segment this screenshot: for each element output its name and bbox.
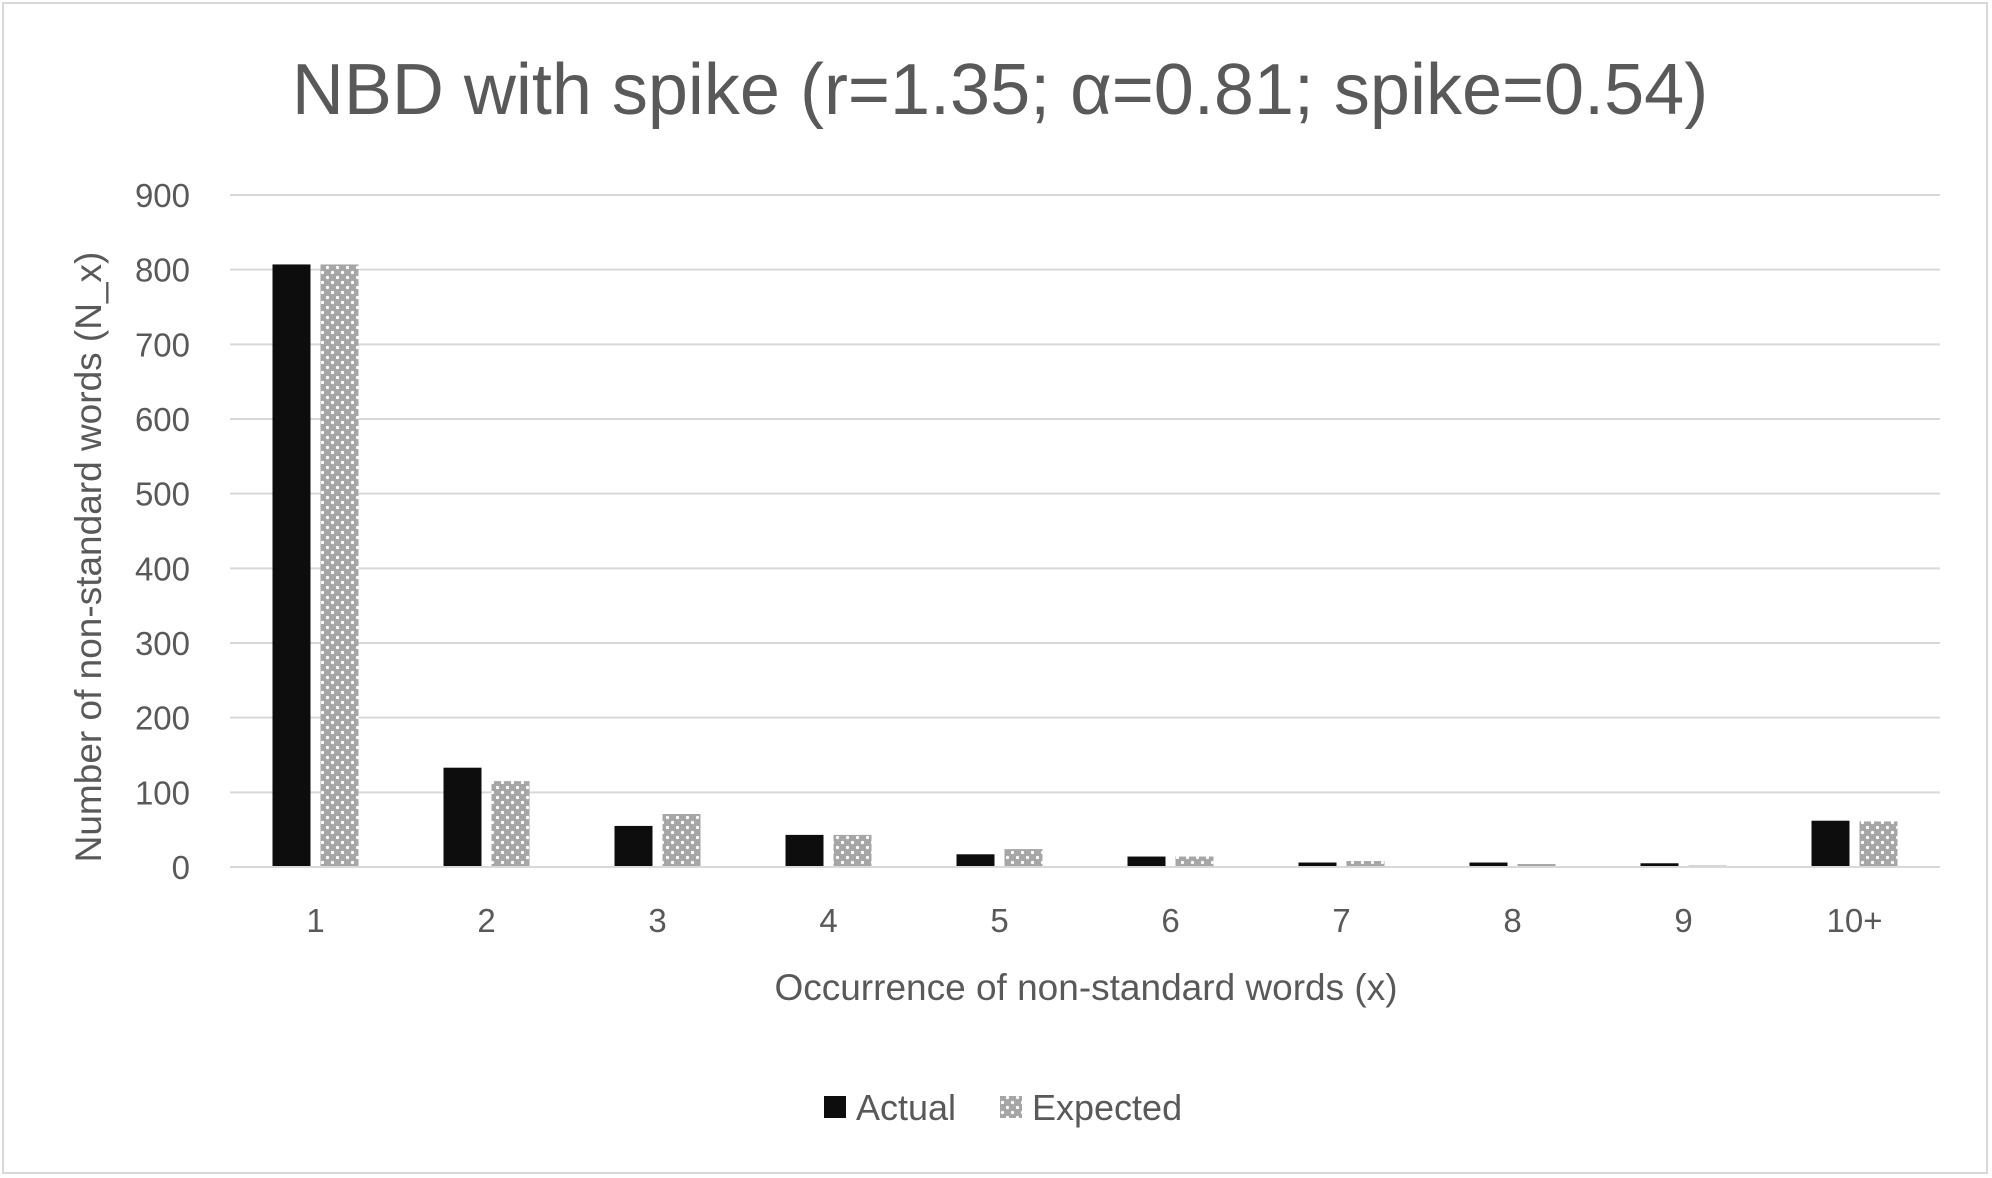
bar-expected-3	[662, 813, 701, 867]
x-axis-title: Occurrence of non-standard words (x)	[774, 967, 1397, 1008]
bar-expected-7	[1346, 861, 1385, 867]
y-tick-label: 500	[135, 476, 190, 513]
bar-expected-10+	[1859, 821, 1898, 867]
bar-actual-2	[443, 767, 482, 867]
bar-actual-10+	[1811, 820, 1850, 867]
y-axis-ticks: 0 100 200 300 400 500 600 700 800 900	[135, 177, 190, 886]
y-tick-label: 800	[135, 252, 190, 289]
legend: Actual Expected	[824, 1087, 1182, 1128]
y-tick-label: 700	[135, 326, 190, 363]
bar-actual-1	[272, 264, 311, 867]
legend-swatch-actual	[824, 1096, 846, 1118]
y-axis-title: Number of non-standard words (N_x)	[68, 252, 109, 863]
y-tick-label: 0	[172, 849, 190, 886]
bar-actual-5	[956, 854, 995, 867]
y-tick-label: 400	[135, 550, 190, 587]
y-tick-label: 200	[135, 700, 190, 737]
y-tick-label: 300	[135, 625, 190, 662]
x-tick-label: 8	[1503, 902, 1521, 939]
bar-expected-6	[1175, 856, 1214, 867]
gridlines	[230, 194, 1940, 868]
chart-title: NBD with spike (r=1.35; α=0.81; spike=0.…	[292, 50, 1708, 130]
x-tick-label: 3	[648, 902, 666, 939]
x-tick-label: 4	[819, 902, 837, 939]
legend-label-expected: Expected	[1032, 1087, 1182, 1128]
bar-expected-4	[833, 834, 872, 867]
y-tick-label: 900	[135, 177, 190, 214]
bar-expected-2	[491, 781, 530, 867]
y-tick-label: 100	[135, 774, 190, 811]
bar-actual-9	[1640, 863, 1679, 867]
x-tick-label: 2	[477, 902, 495, 939]
bars	[230, 264, 1940, 868]
legend-swatch-expected	[1000, 1096, 1022, 1118]
bar-actual-3	[614, 825, 653, 867]
x-axis-ticks: 1 2 3 4 5 6 7 8 9 10+	[306, 902, 1882, 939]
bar-expected-5	[1004, 849, 1043, 867]
x-tick-label: 9	[1674, 902, 1692, 939]
bar-expected-8	[1517, 864, 1556, 867]
x-tick-label: 10+	[1827, 902, 1883, 939]
bar-actual-6	[1127, 856, 1166, 867]
x-tick-label: 1	[306, 902, 324, 939]
bar-actual-7	[1298, 862, 1337, 867]
x-tick-label: 5	[990, 902, 1008, 939]
bar-actual-4	[785, 834, 824, 867]
y-tick-label: 600	[135, 401, 190, 438]
bar-expected-1	[320, 264, 359, 867]
bar-actual-8	[1469, 862, 1508, 867]
x-tick-label: 6	[1161, 902, 1179, 939]
legend-label-actual: Actual	[856, 1087, 956, 1128]
x-tick-label: 7	[1332, 902, 1350, 939]
